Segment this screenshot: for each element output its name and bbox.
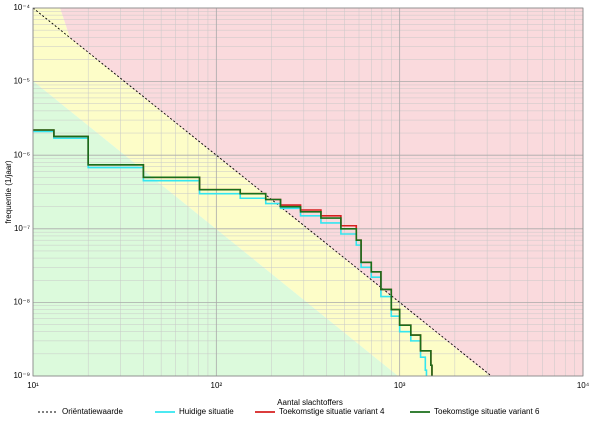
- y-tick-label: 10⁻⁹: [13, 371, 30, 380]
- series-line: [33, 8, 492, 376]
- y-tick-label: 10⁻⁵: [14, 77, 30, 86]
- red-zone: [60, 8, 583, 376]
- plot-lines: [33, 8, 492, 376]
- legend-label: Huidige situatie: [179, 407, 234, 416]
- legend: Oriëntatiewaarde Huidige situatie Toekomst…: [38, 407, 540, 416]
- legend-label: Toekomstige situatie variant 6: [434, 407, 540, 416]
- y-tick-label: 10⁻⁸: [14, 298, 31, 307]
- y-tick-label: 10⁻⁷: [14, 224, 30, 233]
- y-axis-label: frequentie (1/jaar): [4, 160, 13, 223]
- x-axis-label: Aantal slachtoffers: [277, 398, 343, 407]
- x-tick-label: 10³: [394, 381, 406, 390]
- y-tick-label: 10⁻⁶: [14, 150, 30, 159]
- grid: [32, 7, 584, 377]
- x-tick-label: 10¹: [27, 381, 39, 390]
- x-tick-label: 10⁴: [577, 381, 590, 390]
- y-tick-label: 10⁻⁴: [13, 3, 30, 12]
- plot-frame: [32, 7, 584, 377]
- series-line: [33, 129, 433, 376]
- legend-label: Oriëntatiewaarde: [62, 407, 123, 416]
- legend-label: Toekomstige situatie variant 4: [279, 407, 385, 416]
- x-tick-label: 10²: [211, 381, 223, 390]
